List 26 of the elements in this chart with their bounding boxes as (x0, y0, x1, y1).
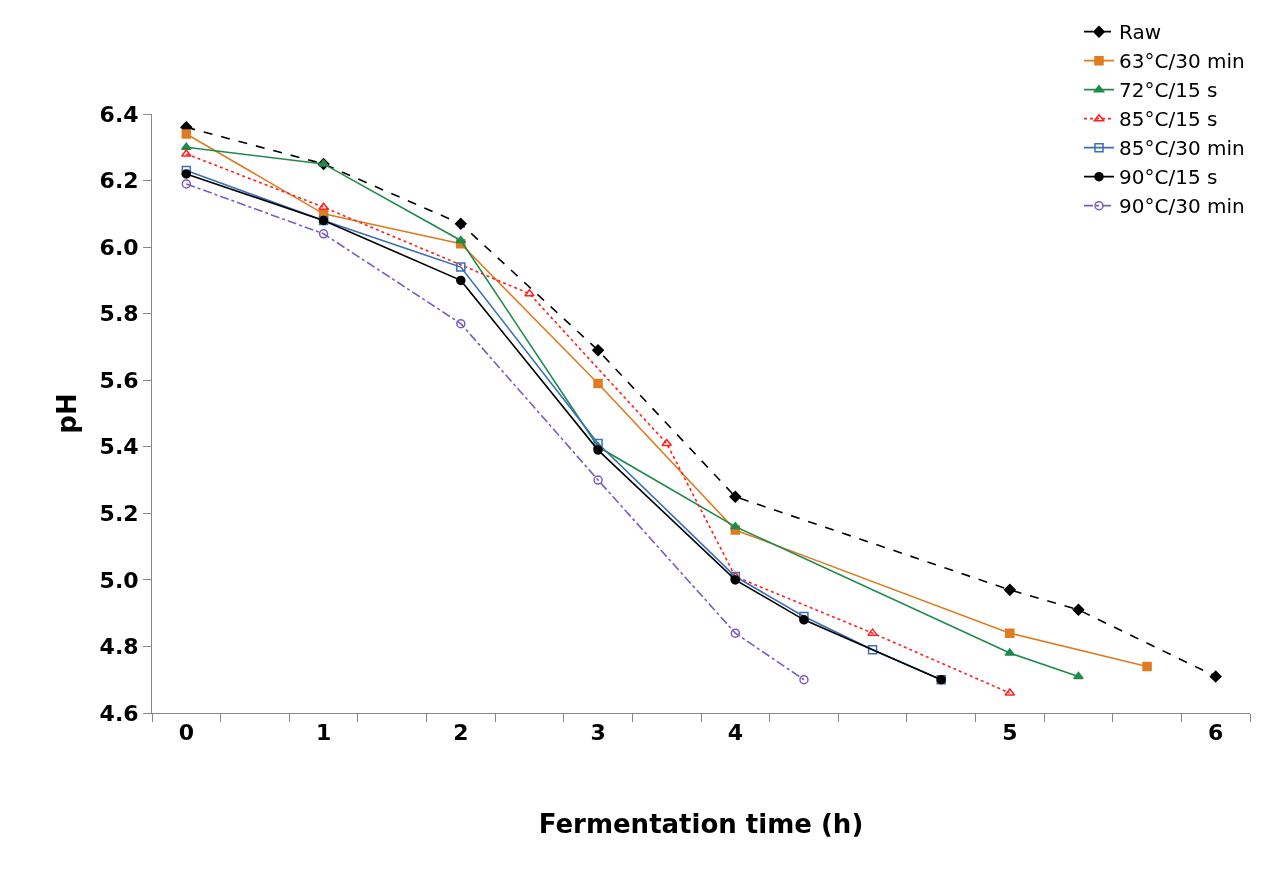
y-tick-label: 6.4 (99, 101, 139, 127)
x-tick-label: 0 (178, 720, 194, 746)
y-tick-label: 6.2 (99, 168, 139, 194)
y-tick-label: 6.0 (99, 234, 139, 260)
x-tick-label: 1 (315, 720, 332, 746)
x-tick-label: 4 (727, 720, 743, 746)
y-tick-label: 5.8 (99, 301, 139, 327)
y-axis-title: pH (52, 393, 83, 434)
legend-label: 63°C/30 min (1119, 49, 1245, 74)
legend-label: 90°C/15 s (1119, 165, 1218, 190)
y-tick-label: 4.6 (99, 700, 139, 726)
y-tick-label: 5.4 (99, 434, 139, 460)
legend-label: 90°C/30 min (1119, 194, 1245, 219)
legend-label: Raw (1119, 20, 1162, 45)
y-tick-label: 5.6 (99, 367, 139, 393)
x-tick-label: 2 (453, 720, 469, 746)
x-axis-title: Fermentation time (h) (538, 809, 864, 840)
y-tick-label: 5.2 (99, 501, 139, 527)
x-tick-label: 6 (1208, 720, 1224, 746)
x-tick-label: 3 (590, 720, 606, 746)
legend-label: 85°C/30 min (1119, 136, 1245, 161)
legend-label: 72°C/15 s (1119, 78, 1218, 103)
y-tick-label: 4.8 (99, 634, 139, 660)
y-tick-label: 5.0 (99, 567, 139, 593)
legend-label: 85°C/15 s (1119, 107, 1218, 132)
x-tick-label: 5 (1002, 720, 1018, 746)
